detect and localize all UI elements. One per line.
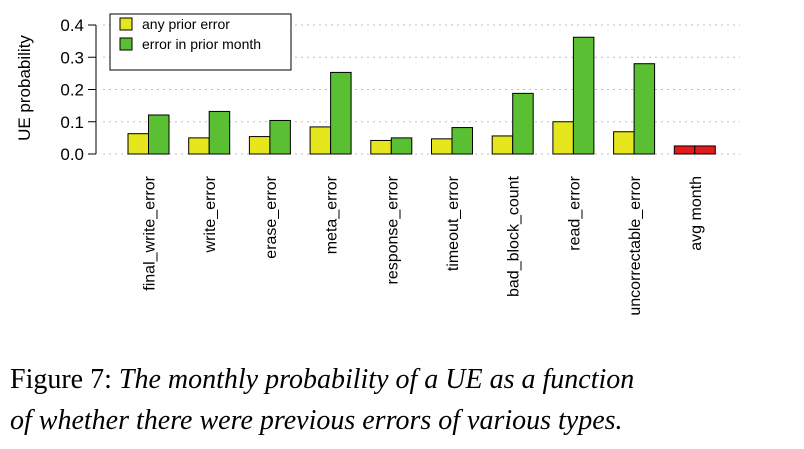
category-label: response_error bbox=[384, 175, 401, 284]
category-label: read_error bbox=[566, 175, 583, 250]
y-tick-label: 0.0 bbox=[60, 145, 84, 164]
bar bbox=[370, 139, 392, 155]
bar bbox=[248, 136, 271, 155]
grid bbox=[103, 24, 740, 155]
bar bbox=[330, 71, 352, 155]
bar bbox=[572, 36, 595, 155]
y-tick-label: 0.1 bbox=[60, 113, 84, 132]
bar bbox=[633, 63, 656, 155]
category-label: write_error bbox=[202, 175, 219, 253]
category-label: meta_error bbox=[324, 175, 341, 254]
legend-swatch bbox=[119, 37, 133, 51]
caption-text-1: The monthly probability of a UE as a fun… bbox=[118, 364, 635, 395]
y-tick-label: 0.4 bbox=[60, 16, 84, 35]
figure-caption-line-1: Figure 7: The monthly probability of a U… bbox=[10, 364, 800, 396]
y-axis: 0.0 0.1 0.2 0.3 0.4 bbox=[60, 16, 97, 164]
bars bbox=[127, 36, 716, 155]
bar bbox=[309, 126, 332, 155]
category-label: erase_error bbox=[263, 175, 280, 258]
bar bbox=[127, 133, 149, 155]
bar bbox=[208, 110, 231, 155]
bar bbox=[148, 114, 170, 155]
bar bbox=[390, 137, 413, 155]
baseline-bar bbox=[694, 145, 716, 155]
bar-chart: 0.0 0.1 0.2 0.3 0.4 final_write_error write_e… bbox=[15, 13, 740, 316]
legend: any prior error error in prior month bbox=[109, 13, 292, 71]
category-label: avg month bbox=[688, 176, 705, 251]
bar bbox=[613, 131, 635, 155]
bar bbox=[451, 127, 473, 155]
y-tick-label: 0.3 bbox=[60, 48, 84, 67]
caption-text-2: of whether there were previous errors of… bbox=[10, 405, 623, 436]
legend-label: any prior error bbox=[142, 16, 230, 32]
bar bbox=[552, 121, 574, 155]
bar bbox=[188, 137, 210, 155]
y-axis-label: UE probability bbox=[15, 35, 34, 141]
bar bbox=[512, 92, 534, 155]
legend-swatch bbox=[119, 17, 133, 31]
legend-label: error in prior month bbox=[142, 36, 261, 52]
baseline-bar bbox=[673, 145, 696, 155]
category-label: bad_block_count bbox=[506, 175, 523, 297]
y-tick-label: 0.2 bbox=[60, 81, 84, 100]
category-label: uncorrectable_error bbox=[627, 175, 644, 315]
category-labels: final_write_error write_error erase_error m… bbox=[142, 175, 705, 315]
bar bbox=[491, 135, 514, 155]
bar bbox=[431, 138, 453, 155]
category-label: timeout_error bbox=[445, 175, 462, 271]
legend-box bbox=[109, 13, 292, 71]
figure-number: Figure 7: bbox=[10, 364, 112, 395]
figure-caption-line-2: of whether there were previous errors of… bbox=[10, 405, 800, 437]
bar bbox=[269, 119, 291, 155]
category-label: final_write_error bbox=[142, 175, 159, 290]
